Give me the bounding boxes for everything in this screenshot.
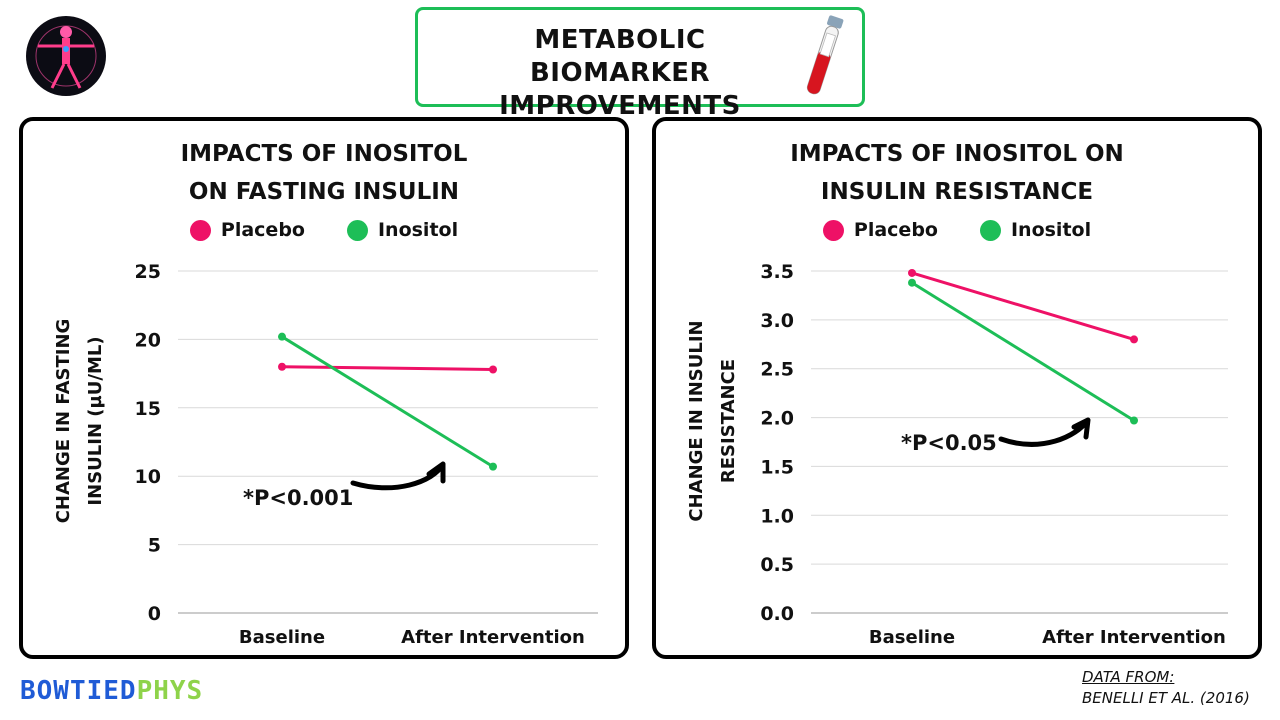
y-axis-label-line-1: CHANGE IN FASTING [53,319,74,524]
series-line-inositol [281,335,494,468]
y-tick-label: 0.0 [760,603,794,625]
plot-insulin-resistance: 0.0 0.5 1.0 1.5 2.0 2.5 3.0 3.5 Baseline After In… [686,261,1228,648]
brand-part-2: PHYS [136,676,204,706]
chart-panel-insulin-resistance: IMPACTS OF INOSITOL ON INSULIN RESISTANC… [652,117,1262,659]
data-point-placebo-baseline [908,268,916,277]
significance-annotation: *P<0.05 [901,431,997,455]
data-point-inositol-baseline [908,278,916,287]
annotation-arrow-icon [350,461,446,491]
y-tick-label: 5 [148,535,161,557]
annotation-arrow-icon [998,417,1091,447]
series-line-placebo [281,365,494,371]
y-tick-label: 3.5 [760,261,794,283]
data-point-inositol-after [1130,416,1138,425]
data-point-inositol-baseline [278,332,286,341]
legend-item-placebo: Placebo [822,219,938,241]
y-axis-label-line-2: INSULIN (µU/ML) [85,336,106,505]
chart-title-line-1: IMPACTS OF INOSITOL ON [790,141,1124,167]
title-line-1: METABOLIC BIOMARKER [529,25,711,88]
y-tick-label: 25 [135,261,161,283]
data-point-placebo-baseline [278,362,286,371]
data-source: DATA FROM: BENELLI ET AL. (2016) [1082,667,1250,709]
legend-label-placebo: Placebo [853,219,938,241]
series-line-placebo [911,271,1135,341]
title-line-2: IMPROVEMENTS [499,91,741,121]
x-tick-label: Baseline [239,627,325,648]
legend-dot-inositol [979,219,1001,241]
chart-title-line-2: INSULIN RESISTANCE [820,179,1094,205]
data-point-placebo-after [1130,335,1138,344]
source-label: DATA FROM: [1082,668,1175,686]
chart-title-line-2: ON FASTING INSULIN [188,179,460,205]
y-tick-label: 10 [135,466,161,488]
data-point-placebo-after [489,365,497,374]
significance-annotation: *P<0.001 [243,486,353,510]
y-tick-label: 1.5 [760,456,794,478]
series-line-inositol [911,281,1135,422]
page-title: METABOLIC BIOMARKER IMPROVEMENTS [458,24,782,123]
x-tick-label: Baseline [869,627,955,648]
legend-item-inositol: Inositol [346,219,459,241]
chart-title-line-1: IMPACTS OF INOSITOL [180,141,468,167]
chart-legend: Placebo Inositol [23,219,625,241]
chart-panel-fasting-insulin: IMPACTS OF INOSITOL ON FASTING INSULIN P… [19,117,629,659]
y-axis-label-line-2: RESISTANCE [718,359,739,483]
legend-label-inositol: Inositol [1010,219,1092,241]
legend-dot-placebo [822,219,844,241]
brand-part-1: BOWTIED [20,676,137,706]
logo-vitruvian-man [26,16,106,96]
y-tick-label: 1.0 [760,505,794,527]
y-tick-label: 20 [135,329,161,351]
y-tick-label: 0 [148,603,161,625]
y-tick-label: 2.0 [760,408,794,430]
y-axis-label-line-1: CHANGE IN INSULIN [686,320,707,521]
y-tick-label: 15 [135,398,161,420]
legend-item-inositol: Inositol [979,219,1092,241]
legend-dot-placebo [189,219,211,241]
legend-label-inositol: Inositol [377,219,459,241]
x-tick-label: After Intervention [401,627,585,648]
source-citation: BENELLI ET AL. (2016) [1082,689,1250,707]
legend-label-placebo: Placebo [220,219,305,241]
blood-tube-icon [806,15,844,95]
chart-title: IMPACTS OF INOSITOL ON INSULIN RESISTANC… [656,135,1258,211]
brand-logo: BOWTIEDPHYS [20,676,203,706]
chart-title: IMPACTS OF INOSITOL ON FASTING INSULIN [23,135,625,211]
legend-dot-inositol [346,219,368,241]
x-tick-label: After Intervention [1042,627,1226,648]
chart-legend: Placebo Inositol [656,219,1258,241]
data-point-inositol-after [489,462,497,471]
legend-item-placebo: Placebo [189,219,305,241]
y-tick-label: 3.0 [760,310,794,332]
y-tick-label: 0.5 [760,554,794,576]
title-box: METABOLIC BIOMARKER IMPROVEMENTS [415,7,865,121]
y-tick-label: 2.5 [760,359,794,381]
plot-fasting-insulin: 0 5 10 15 20 25 Baseline After Intervention CHAN… [53,261,598,648]
